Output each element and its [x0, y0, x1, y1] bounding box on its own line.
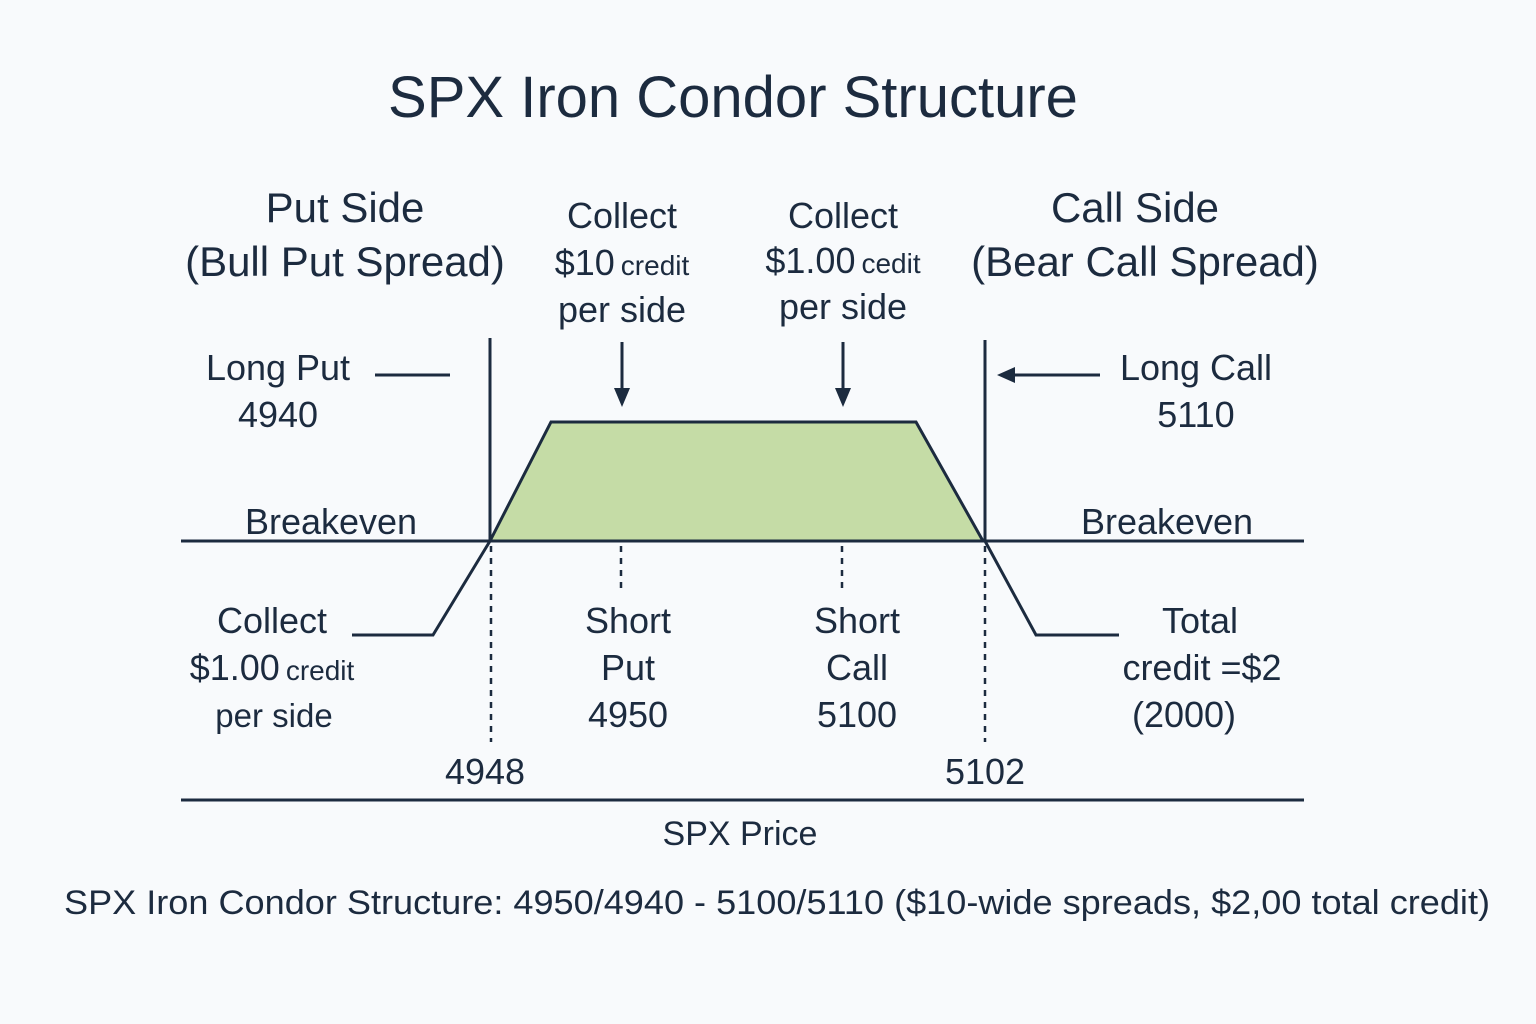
arrow-left-icon	[997, 367, 1015, 383]
put-side-heading: Put Side	[266, 184, 425, 231]
per-side-text: per side	[558, 289, 686, 330]
collect-amount: $1.00	[765, 240, 855, 281]
collect-amount: $10	[555, 242, 615, 283]
long-call-strike: 5110	[1157, 394, 1234, 435]
per-side-text: per side	[779, 286, 907, 327]
collect-right-top-label: Collect $1.00 cedit per side	[765, 195, 920, 327]
x-axis-label: SPX Price	[663, 815, 818, 853]
caption: SPX Iron Condor Structure: 4950/4940 - 5…	[64, 884, 1490, 922]
lower-breakeven-value: 4948	[445, 751, 525, 792]
long-put-label: Long Put	[206, 347, 350, 388]
arrow-down-icon	[835, 388, 851, 407]
short-call-label-2: Call	[826, 647, 888, 688]
collect-bottom-label: Collect $1.00 credit per side	[190, 600, 355, 734]
short-put-label: Short	[585, 600, 671, 641]
total-credit-value: credit =$2	[1122, 647, 1281, 688]
put-loss-line	[352, 540, 492, 637]
profit-zone	[487, 420, 986, 543]
collect-unit: cedit	[861, 248, 920, 279]
collect-unit: credit	[286, 655, 355, 686]
short-call-strike: 5100	[817, 694, 897, 735]
total-credit-dollars: (2000)	[1132, 694, 1236, 735]
short-put-label-2: Put	[601, 647, 655, 688]
long-call-label: Long Call	[1120, 347, 1272, 388]
collect-left-top-label: Collect $10 credit per side	[555, 195, 690, 330]
per-side-text: per side	[215, 697, 332, 734]
total-credit-label: Total	[1162, 600, 1238, 641]
collect-amount-line: $1.00 credit	[190, 647, 355, 688]
collect-text: Collect	[788, 195, 898, 236]
collect-unit: credit	[621, 250, 690, 281]
arrow-down-icon	[614, 388, 630, 407]
collect-text: Collect	[567, 195, 677, 236]
call-side-heading: Call Side	[1051, 184, 1219, 231]
breakeven-left-label: Breakeven	[245, 501, 417, 542]
short-call-label: Short	[814, 600, 900, 641]
collect-text: Collect	[217, 600, 327, 641]
collect-amount: $1.00	[190, 647, 280, 688]
short-put-strike: 4950	[588, 694, 668, 735]
diagram-title: SPX Iron Condor Structure	[388, 65, 1078, 130]
put-side-subheading: (Bull Put Spread)	[185, 238, 505, 285]
collect-amount-line: $1.00 cedit	[765, 240, 920, 281]
call-loss-line	[983, 540, 1119, 637]
upper-breakeven-value: 5102	[945, 751, 1025, 792]
call-side-subheading: (Bear Call Spread)	[971, 238, 1319, 285]
breakeven-right-label: Breakeven	[1081, 501, 1253, 542]
long-put-strike: 4940	[238, 394, 318, 435]
collect-amount-line: $10 credit	[555, 242, 690, 283]
